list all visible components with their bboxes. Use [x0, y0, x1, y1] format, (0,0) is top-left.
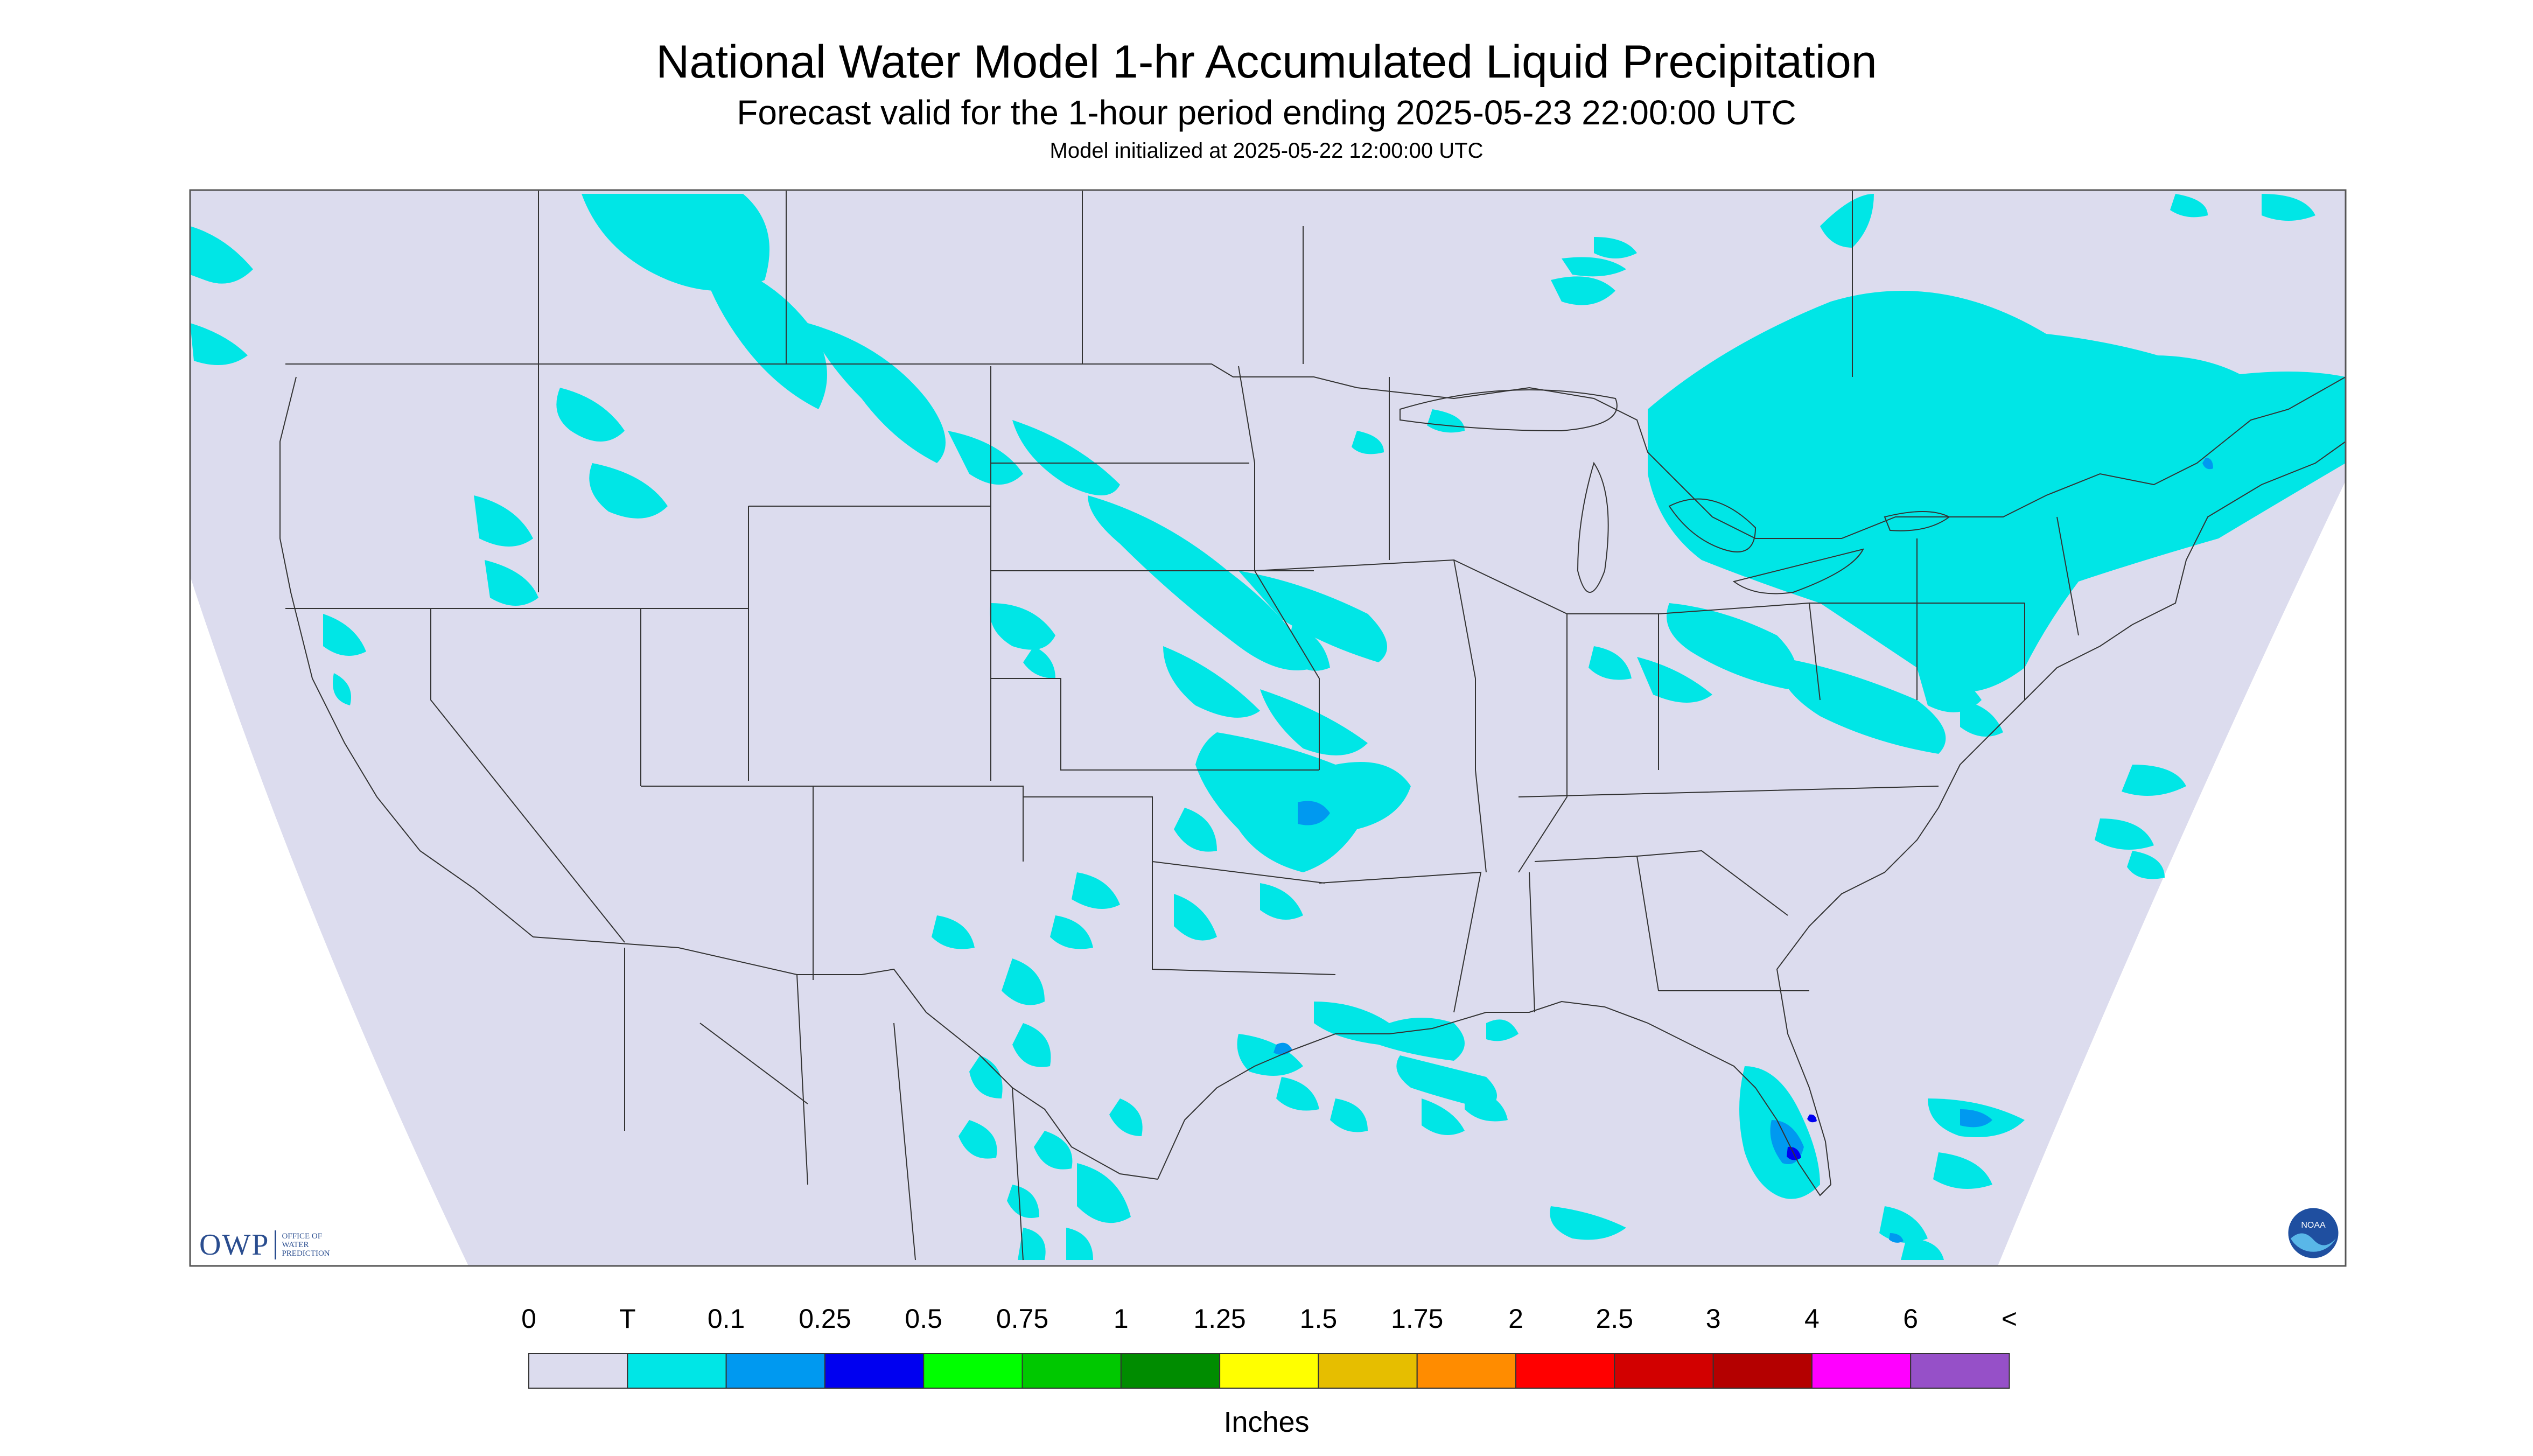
legend-swatch: [1515, 1353, 1615, 1389]
legend-label: 2: [1508, 1304, 1523, 1334]
legend-label: 3: [1705, 1304, 1721, 1334]
legend-label: 4: [1804, 1304, 1820, 1334]
legend-swatch: [1811, 1353, 1912, 1389]
model-init-text: Model initialized at 2025-05-22 12:00:00…: [1049, 139, 1484, 163]
map-frame: [189, 189, 2347, 1267]
owp-logo-subtext: OFFICE OF WATER PREDICTION: [282, 1232, 330, 1258]
legend-label: 0.5: [905, 1304, 942, 1334]
svg-text:NOAA: NOAA: [2301, 1221, 2326, 1230]
legend-label: 0.75: [996, 1304, 1049, 1334]
legend-label: 1.5: [1299, 1304, 1338, 1334]
precip-trace-areas: [190, 194, 2346, 1260]
legend-label: 0: [521, 1304, 536, 1334]
legend-color-bar: [528, 1353, 2010, 1389]
legend-swatch: [923, 1353, 1023, 1389]
legend-label: 2.5: [1596, 1304, 1634, 1334]
legend-label: 0.1: [707, 1304, 745, 1334]
map-subtitle: Forecast valid for the 1-hour period end…: [737, 93, 1796, 132]
legend-swatch: [1219, 1353, 1319, 1389]
legend-swatch: [824, 1353, 925, 1389]
legend-label: 6: [1903, 1304, 1919, 1334]
legend-swatch: [627, 1353, 727, 1389]
legend-label: 1: [1113, 1304, 1129, 1334]
legend-swatch: [528, 1353, 628, 1389]
legend-swatch: [1120, 1353, 1221, 1389]
legend-swatch: [725, 1353, 825, 1389]
legend-label: T: [619, 1304, 636, 1334]
legend-swatch: [1416, 1353, 1516, 1389]
owp-logo-divider: [275, 1230, 277, 1259]
owp-logo: OWP OFFICE OF WATER PREDICTION: [199, 1228, 330, 1262]
legend-units: Inches: [1223, 1406, 1310, 1438]
map-title: National Water Model 1-hr Accumulated Li…: [656, 36, 1877, 88]
legend-label: 0.25: [799, 1304, 851, 1334]
legend-swatch: [1318, 1353, 1418, 1389]
legend-label: 1.75: [1391, 1304, 1444, 1334]
owp-logo-text: OWP: [199, 1228, 270, 1262]
legend-swatch: [1910, 1353, 2010, 1389]
noaa-logo-icon: NOAA: [2286, 1206, 2340, 1260]
legend-label: <: [2001, 1304, 2018, 1334]
legend-label: 1.25: [1193, 1304, 1246, 1334]
legend-swatch: [1712, 1353, 1813, 1389]
legend-swatch: [1614, 1353, 1714, 1389]
legend-swatch: [1021, 1353, 1122, 1389]
boundaries: [279, 190, 2346, 1261]
